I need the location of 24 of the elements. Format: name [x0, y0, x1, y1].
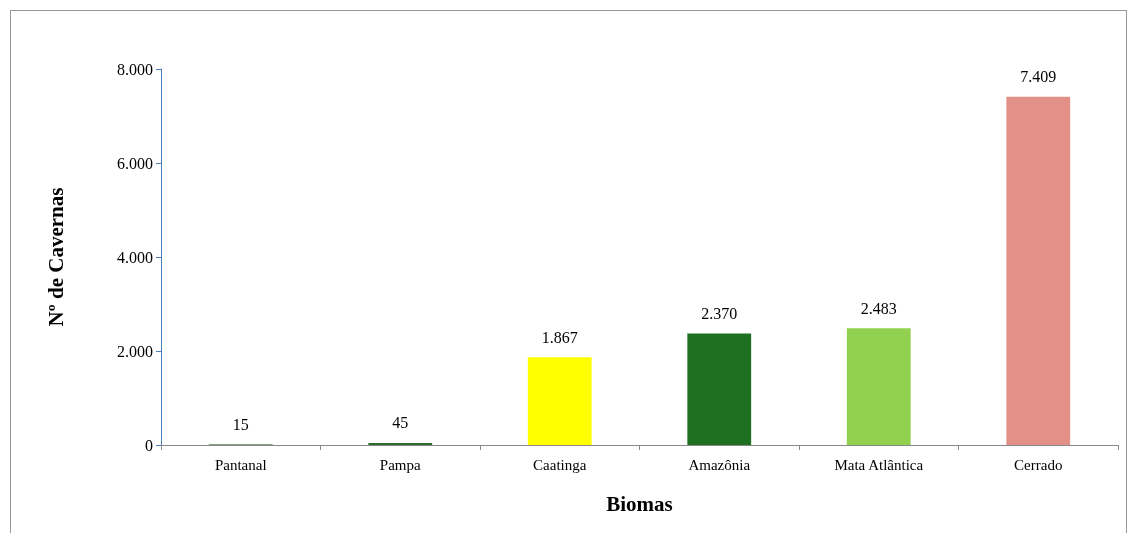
x-tick-label: Caatinga — [533, 456, 587, 473]
bar — [527, 357, 592, 445]
data-label: 15 — [232, 415, 249, 433]
y-axis-title: Nº de Cavernas — [43, 187, 68, 327]
y-tick-label: 4.000 — [117, 248, 153, 266]
x-tick-label: Cerrado — [1014, 456, 1063, 473]
y-tick-label: 8.000 — [117, 60, 153, 78]
bar — [1006, 96, 1071, 445]
y-tick-label: 2.000 — [117, 342, 153, 360]
bar — [687, 333, 752, 445]
data-label: 1.867 — [541, 328, 578, 346]
x-tick-label: Pampa — [379, 456, 421, 473]
data-label: 2.370 — [701, 305, 738, 323]
x-axis-title: Biomas — [606, 491, 673, 516]
data-label: 2.483 — [860, 299, 897, 317]
bar — [846, 328, 911, 445]
x-tick-label: Amazônia — [688, 456, 751, 473]
y-tick-label: 6.000 — [117, 154, 153, 172]
data-label: 7.409 — [1020, 68, 1057, 86]
data-label: 45 — [392, 414, 409, 432]
x-tick-label: Pantanal — [214, 456, 267, 473]
y-tick-label: 0 — [145, 436, 153, 454]
x-tick-label: Mata Atlântica — [834, 456, 924, 473]
bar — [368, 442, 433, 445]
